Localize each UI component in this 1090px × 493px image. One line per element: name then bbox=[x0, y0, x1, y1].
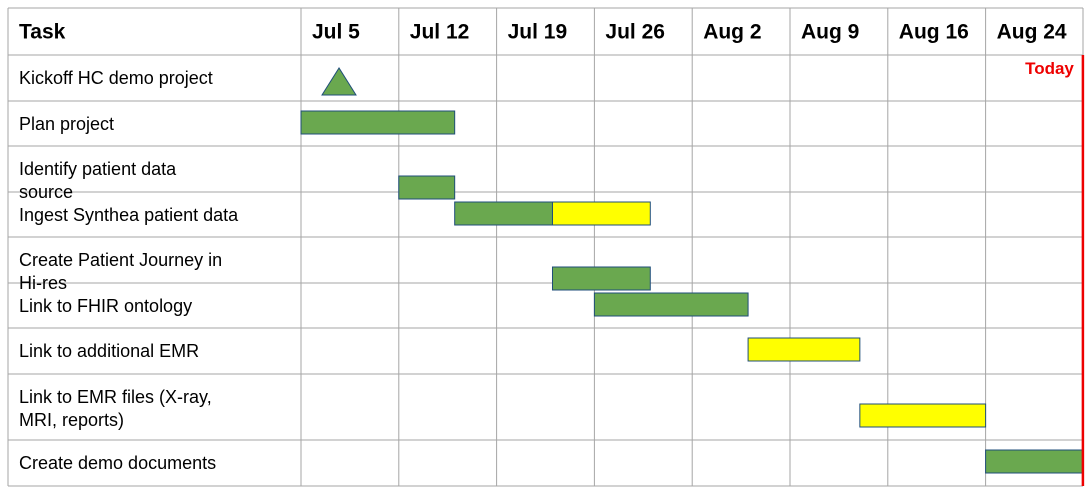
date-column-header: Jul 26 bbox=[605, 21, 665, 44]
task-label: Ingest Synthea patient data bbox=[19, 205, 239, 225]
today-label: Today bbox=[1025, 59, 1074, 78]
task-label: Plan project bbox=[19, 114, 114, 134]
task-bar-complete bbox=[454, 201, 553, 226]
date-column-header: Aug 16 bbox=[899, 21, 969, 44]
task-bar-complete bbox=[985, 449, 1084, 474]
task-label: Create demo documents bbox=[19, 453, 216, 473]
task-label: Link to FHIR ontology bbox=[19, 296, 192, 316]
task-bar-complete bbox=[300, 110, 456, 135]
task-bar-in_progress bbox=[747, 337, 861, 362]
date-column-header: Jul 5 bbox=[312, 21, 360, 44]
task-bar-complete bbox=[593, 292, 749, 317]
date-column-header: Aug 9 bbox=[801, 21, 859, 44]
date-column-header: Jul 12 bbox=[410, 21, 470, 44]
task-label: Kickoff HC demo project bbox=[19, 68, 213, 88]
task-label: Link to additional EMR bbox=[19, 341, 199, 361]
milestone-marker bbox=[321, 67, 357, 96]
date-column-header: Jul 19 bbox=[508, 21, 568, 44]
task-bar-in_progress bbox=[859, 403, 987, 428]
task-label: Create Patient Journey in Hi-res bbox=[19, 250, 222, 293]
date-column-header: Aug 2 bbox=[703, 21, 761, 44]
task-bar-complete bbox=[551, 266, 651, 291]
date-column-header: Aug 24 bbox=[997, 21, 1067, 44]
task-column-header: Task bbox=[19, 21, 66, 44]
task-bar-in_progress bbox=[551, 201, 651, 226]
task-label: Identify patient data source bbox=[19, 159, 177, 202]
task-bar-complete bbox=[398, 175, 456, 200]
task-label: Link to EMR files (X-ray, MRI, reports) bbox=[19, 387, 212, 430]
